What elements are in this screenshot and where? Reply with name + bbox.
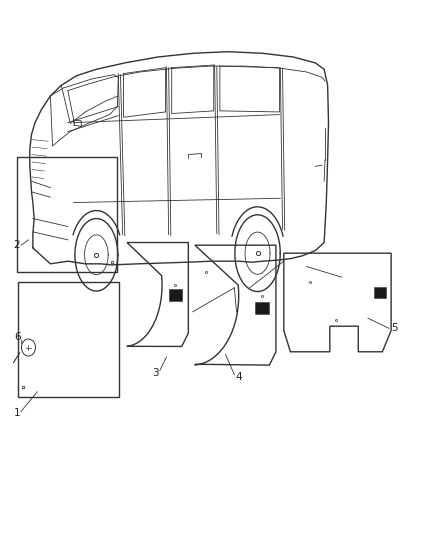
Text: 5: 5 <box>391 324 398 333</box>
Bar <box>374 287 386 298</box>
Text: 2: 2 <box>13 240 20 250</box>
Text: 6: 6 <box>14 333 21 342</box>
Text: 4: 4 <box>235 373 242 382</box>
Bar <box>255 302 269 314</box>
Text: 1: 1 <box>13 408 20 418</box>
Bar <box>169 289 182 301</box>
Text: 3: 3 <box>152 368 159 378</box>
